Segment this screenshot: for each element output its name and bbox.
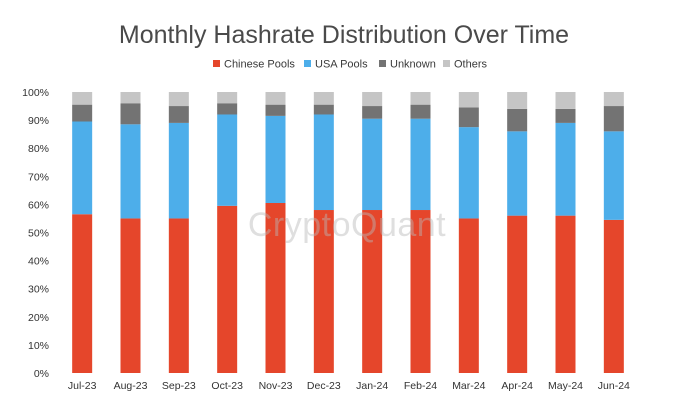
- x-tick-label: Jan-24: [356, 380, 388, 392]
- bar-stack-jun-24: [603, 92, 624, 373]
- x-tick-label: Feb-24: [404, 380, 437, 392]
- y-tick-label: 30%: [28, 284, 49, 296]
- bar-segment-chinese-pools: [313, 210, 334, 373]
- bar-segment-unknown: [603, 106, 624, 132]
- chart-title: Monthly Hashrate Distribution Over Time: [119, 21, 569, 49]
- bar-segment-chinese-pools: [603, 219, 624, 373]
- y-axis: 0% 10% 20% 30% 40% 50% 60% 70% 80% 90% 100%: [22, 87, 49, 380]
- bar-segment-chinese-pools: [362, 210, 383, 373]
- bar-segment-unknown: [217, 103, 238, 115]
- legend-label-usa-pools: USA Pools: [315, 59, 368, 71]
- bar-stack-feb-24: [410, 92, 431, 373]
- bar-segment-usa-pools: [603, 131, 624, 220]
- bar-segment-chinese-pools: [168, 218, 189, 373]
- bar-segment-chinese-pools: [120, 218, 141, 373]
- bar-segment-unknown: [265, 104, 286, 116]
- bar-segment-unknown: [507, 108, 528, 132]
- bar-stack-mar-24: [458, 92, 479, 373]
- y-tick-label: 10%: [28, 340, 49, 352]
- bar-segment-usa-pools: [217, 114, 238, 206]
- bar-segment-others: [217, 92, 238, 104]
- bar-stack-may-24: [555, 92, 576, 373]
- bar-segment-others: [120, 92, 141, 104]
- y-tick-label: 50%: [28, 228, 49, 240]
- legend-swatch-chinese-pools: [213, 60, 220, 67]
- bar-segment-usa-pools: [265, 115, 286, 203]
- bar-segment-chinese-pools: [217, 205, 238, 373]
- bar-stack-sep-23: [168, 92, 189, 373]
- bar-segment-usa-pools: [168, 122, 189, 219]
- bar-segment-chinese-pools: [458, 218, 479, 373]
- y-tick-label: 40%: [28, 256, 49, 268]
- bar-segment-chinese-pools: [72, 214, 93, 373]
- bar-segment-others: [362, 92, 383, 107]
- x-tick-label: Oct-23: [211, 380, 243, 392]
- bar-segment-others: [603, 92, 624, 107]
- bar-segment-unknown: [362, 106, 383, 119]
- bar-stack-aug-23: [120, 92, 141, 373]
- bar-segment-others: [168, 92, 189, 107]
- bar-segment-unknown: [555, 108, 576, 123]
- legend-label-unknown: Unknown: [390, 59, 436, 71]
- bar-segment-usa-pools: [507, 131, 528, 216]
- y-tick-label: 0%: [34, 368, 49, 380]
- bar-segment-others: [555, 92, 576, 109]
- watermark: CryptoQuant: [248, 206, 446, 244]
- bar-segment-usa-pools: [410, 118, 431, 211]
- bar-segment-unknown: [72, 104, 93, 122]
- legend: Chinese Pools USA Pools Unknown Others: [213, 59, 488, 71]
- bar-stack-jan-24: [362, 92, 383, 373]
- bar-segment-chinese-pools: [265, 203, 286, 373]
- x-tick-label: Jun-24: [598, 380, 630, 392]
- bar-segment-unknown: [458, 107, 479, 128]
- bar-stack-dec-23: [313, 92, 334, 373]
- bars: [72, 92, 624, 373]
- legend-swatch-unknown: [379, 60, 386, 67]
- bar-segment-unknown: [168, 106, 189, 123]
- bar-stack-apr-24: [507, 92, 528, 373]
- bar-segment-unknown: [313, 104, 334, 115]
- y-tick-label: 60%: [28, 199, 49, 211]
- bar-stack-jul-23: [72, 92, 93, 373]
- bar-segment-others: [313, 92, 334, 105]
- bar-segment-unknown: [410, 104, 431, 119]
- y-tick-label: 20%: [28, 312, 49, 324]
- legend-swatch-others: [443, 60, 450, 67]
- y-tick-label: 70%: [28, 171, 49, 183]
- x-axis: Jul-23 Aug-23 Sep-23 Oct-23 Nov-23 Dec-23 Jan-…: [68, 380, 630, 392]
- y-tick-label: 90%: [28, 115, 49, 127]
- bar-stack-oct-23: [217, 92, 238, 373]
- x-tick-label: Apr-24: [501, 380, 533, 392]
- bar-segment-usa-pools: [313, 114, 334, 211]
- x-tick-label: Sep-23: [162, 380, 196, 392]
- bar-segment-usa-pools: [72, 121, 93, 215]
- legend-swatch-usa-pools: [304, 60, 311, 67]
- bar-segment-others: [265, 92, 286, 105]
- bar-segment-others: [507, 92, 528, 109]
- bar-segment-usa-pools: [120, 124, 141, 219]
- bar-segment-others: [72, 92, 93, 105]
- bar-segment-usa-pools: [555, 122, 576, 216]
- x-tick-label: Dec-23: [307, 380, 341, 392]
- bar-segment-others: [410, 92, 431, 105]
- legend-label-others: Others: [454, 59, 488, 71]
- x-tick-label: May-24: [548, 380, 583, 392]
- x-tick-label: Mar-24: [452, 380, 485, 392]
- x-tick-label: Nov-23: [259, 380, 293, 392]
- bar-segment-others: [458, 92, 479, 108]
- bar-segment-chinese-pools: [555, 215, 576, 373]
- x-tick-label: Jul-23: [68, 380, 97, 392]
- y-tick-label: 100%: [22, 87, 49, 99]
- bar-segment-chinese-pools: [507, 215, 528, 373]
- legend-label-chinese-pools: Chinese Pools: [224, 59, 295, 71]
- x-tick-label: Aug-23: [114, 380, 148, 392]
- y-tick-label: 80%: [28, 143, 49, 155]
- bar-segment-chinese-pools: [410, 210, 431, 373]
- bar-segment-usa-pools: [458, 127, 479, 219]
- bar-segment-unknown: [120, 103, 141, 125]
- bar-stack-nov-23: [265, 92, 286, 373]
- bar-segment-usa-pools: [362, 118, 383, 211]
